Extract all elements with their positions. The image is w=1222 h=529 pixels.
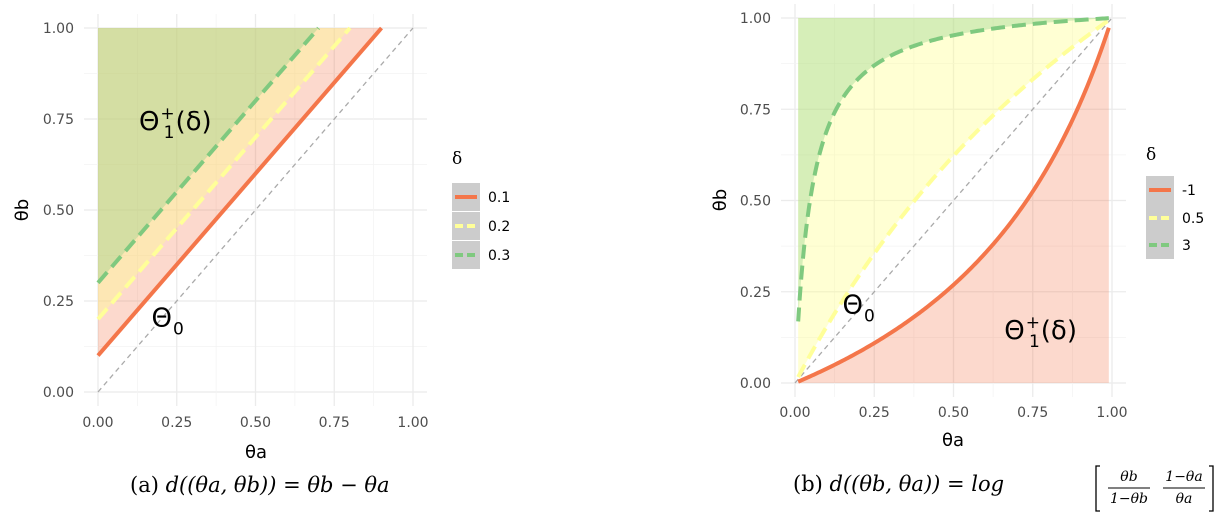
y-tick-label: 0.75 [43, 112, 74, 128]
y-tick-label: 1.00 [43, 21, 74, 37]
caption-bracket-left [1095, 465, 1100, 512]
gridlines [84, 14, 427, 406]
series-line-0.1 [96, 26, 384, 357]
y-axis-label: θb [710, 189, 731, 211]
caption-frac-den: θa [1176, 491, 1193, 507]
legend-label: 3 [1182, 238, 1191, 254]
caption-bracket-right [1209, 465, 1214, 512]
y-tick-label: 0.25 [43, 294, 74, 310]
y-tick-label: 0.00 [43, 385, 74, 401]
caption-prefix: (b) [793, 472, 830, 496]
x-tick-label: 0.00 [82, 415, 113, 431]
region-sub: 0 [173, 319, 184, 339]
x-tick-label: 1.00 [1096, 405, 1127, 421]
x-tick-label: 0.75 [1017, 405, 1048, 421]
legend: δ 0.1 0.2 0.3 [452, 149, 510, 269]
x-tick-label: 0.25 [161, 415, 192, 431]
series-line-0.2 [96, 26, 352, 321]
region-label-theta1: Θ+ 1(δ) [139, 104, 212, 143]
panel-caption: (b) d((θb, θa)) = log θb 1−θb 1−θa θa [793, 465, 1214, 512]
caption-frac-num: θb [1120, 469, 1137, 485]
legend-label: 0.3 [488, 248, 510, 264]
legend-label: 0.5 [1182, 211, 1204, 227]
x-axis-label: θa [942, 430, 964, 451]
region-sub: 0 [864, 307, 875, 327]
legend: δ -1 0.5 3 [1146, 145, 1204, 259]
series-line-0.3 [96, 26, 321, 285]
y-tick-label: 0.00 [740, 376, 771, 392]
legend-title: δ [452, 149, 462, 169]
chart-panel-b: 0.00 0.25 0.50 0.75 1.000.000.250.500.751.00… [710, 4, 1214, 512]
y-tick-label: 0.25 [740, 285, 771, 301]
region-fill-0.5 [798, 18, 1109, 378]
caption-prefix: (a) [130, 473, 166, 497]
series-line--1 [797, 27, 1111, 384]
region-main: Θ [139, 107, 159, 137]
shaded-regions [798, 18, 1109, 384]
chart-panel-a: 0.00 0.25 0.50 0.75 1.00 0.00 0.25 0.50 0.75 1.00… [12, 14, 510, 497]
region-main: Θ [1004, 316, 1024, 346]
y-axis-label: θb [12, 199, 33, 221]
x-axis-label: θa [245, 442, 267, 463]
legend-title: δ [1146, 145, 1156, 165]
caption-formula: d((θb, θa)) = log [830, 472, 1005, 496]
caption-formula: d((θa, θb)) = θb − θa [166, 473, 390, 497]
y-tick-label: 0.75 [740, 102, 771, 118]
region-fill-3 [798, 18, 1109, 322]
region-main: Θ [843, 291, 863, 321]
series-line-0.5 [796, 18, 1110, 378]
x-tick-label: 0.50 [240, 415, 271, 431]
legend-label: 0.2 [488, 219, 510, 235]
legend-label: -1 [1182, 183, 1196, 199]
region-tail: (δ) [175, 107, 211, 137]
x-tick-label: 0.25 [859, 405, 890, 421]
gridlines [781, 4, 1126, 397]
region-label-theta0: Θ0 [152, 303, 184, 339]
y-tick-label: 0.50 [740, 194, 771, 210]
region-label-theta1: Θ+ 1(δ) [1004, 313, 1077, 352]
region-tail: (δ) [1041, 316, 1077, 346]
caption-frac-num: 1−θa [1165, 469, 1202, 485]
y-tick-label: 1.00 [740, 11, 771, 27]
region-sub: 1 [1029, 332, 1040, 352]
series-line-3 [796, 16, 1109, 322]
panel-caption: (a) d((θa, θb)) = θb − θa [130, 473, 390, 497]
x-tick-label: 0.50 [938, 405, 969, 421]
legend-label: 0.1 [488, 190, 510, 206]
caption-text: (b) d((θb, θa)) = log [793, 472, 1004, 496]
region-sub: 1 [164, 123, 175, 143]
region-sup: + [160, 104, 174, 124]
region-main: Θ [152, 303, 172, 333]
region-label-theta0: Θ0 [843, 291, 875, 327]
region-fill--1 [798, 27, 1109, 384]
caption-frac-den: 1−θb [1110, 491, 1148, 507]
x-tick-label: 0.00 [779, 405, 810, 421]
region-sup: + [1026, 313, 1040, 333]
x-tick-label: 0.75 [319, 415, 350, 431]
y-tick-label: 0.50 [43, 203, 74, 219]
x-tick-label: 1.00 [397, 415, 428, 431]
caption-text: (a) d((θa, θb)) = θb − θa [130, 473, 390, 497]
